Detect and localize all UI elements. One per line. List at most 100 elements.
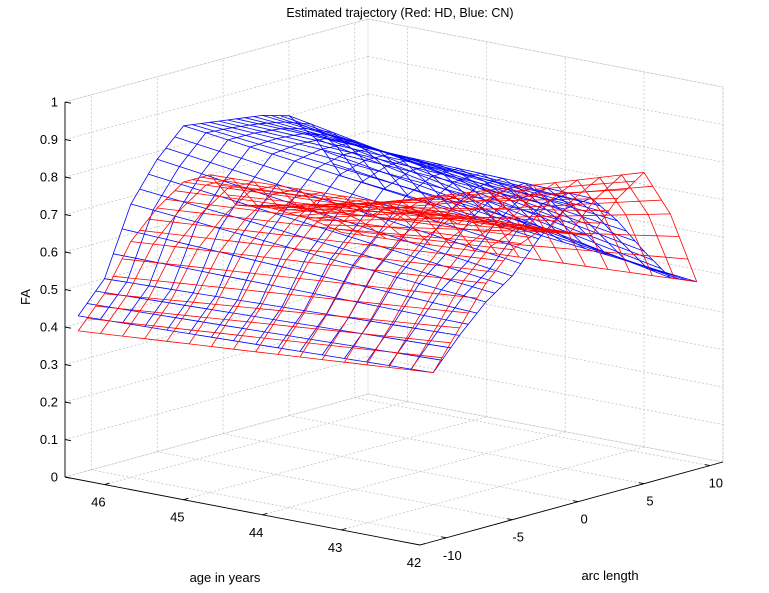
grid-line — [64, 318, 369, 403]
z-tick-label: 0.3 — [40, 357, 58, 372]
z-tick-mark — [64, 289, 72, 292]
surface-mesh-line-hd — [188, 192, 453, 345]
surface-mesh-line-hd — [388, 176, 653, 368]
grid-line — [64, 281, 369, 365]
surface-mesh-line-hd — [233, 194, 498, 350]
arc-tick-label: -5 — [512, 530, 524, 545]
y-axis-label: arc length — [581, 568, 638, 583]
z-tick-mark — [64, 101, 72, 104]
z-axis-label: FA — [18, 289, 33, 305]
z-tick-label: 0.2 — [40, 395, 58, 410]
z-tick-label: 0.1 — [40, 432, 58, 447]
grid-line — [157, 451, 513, 521]
surface-mesh-line-cn — [321, 172, 586, 356]
age-tick-label: 42 — [407, 555, 421, 570]
grid-line — [183, 416, 487, 501]
x-axis-label: age in years — [190, 570, 261, 585]
grid-line — [223, 433, 579, 503]
surface-mesh-line-hd — [122, 181, 387, 337]
z-tick-mark — [64, 364, 72, 367]
surface-mesh-line-hd — [77, 174, 342, 332]
age-tick-mark — [340, 528, 347, 531]
z-tick-label: 0.4 — [40, 320, 58, 335]
age-tick-mark — [419, 543, 426, 546]
z-tick-mark — [64, 326, 72, 329]
grid-line — [367, 243, 724, 313]
age-tick-mark — [104, 482, 110, 486]
grid-line — [64, 356, 369, 440]
arc-tick-mark — [704, 464, 710, 467]
surface-mesh-line-hd — [344, 182, 609, 363]
z-tick-mark — [64, 439, 72, 442]
arc-tick-label: -10 — [443, 548, 462, 563]
z-tick-mark — [64, 251, 72, 254]
z-tick-label: 0.5 — [40, 282, 58, 297]
grid-line — [64, 206, 369, 290]
surface-mesh-line-hd — [210, 195, 476, 347]
arc-tick-mark — [441, 536, 447, 539]
surface-mesh-line-hd — [321, 184, 587, 360]
surface-mesh-line-cn — [144, 133, 409, 327]
grid-line — [64, 131, 369, 215]
arc-tick-mark — [638, 482, 645, 485]
grid-line — [367, 18, 724, 88]
grid-line — [91, 469, 447, 539]
grid-line — [64, 243, 369, 328]
grid-line — [104, 401, 408, 485]
grid-line — [367, 356, 724, 425]
surface-hd — [77, 171, 698, 373]
z-tick-label: 1 — [51, 95, 58, 110]
z-tick-label: 0.8 — [40, 170, 58, 185]
z-tick-mark — [64, 214, 72, 217]
z-tick-mark — [64, 401, 72, 404]
axis-lines — [64, 101, 724, 546]
grid-lines — [64, 18, 724, 546]
surface-mesh-line-cn — [77, 114, 343, 317]
surface-mesh-line-cn — [277, 162, 542, 349]
arc-tick-label: 10 — [709, 476, 723, 491]
grid-line — [64, 93, 369, 178]
grid-line — [367, 393, 724, 463]
z-tick-label: 0.6 — [40, 245, 58, 260]
grid-line — [367, 93, 724, 163]
age-tick-mark — [262, 512, 268, 516]
arc-axis-line — [419, 461, 724, 546]
surface-mesh-line-hd — [255, 192, 520, 353]
surface-mesh-line-hd — [299, 187, 564, 358]
grid-line — [64, 393, 369, 478]
age-axis-line — [64, 476, 421, 546]
surface-mesh-line-hd — [432, 171, 698, 373]
age-tick-label: 44 — [249, 525, 263, 540]
z-tick-mark — [64, 139, 72, 142]
grid-line — [340, 446, 645, 531]
age-tick-label: 45 — [170, 510, 184, 525]
surface-mesh-line-cn — [233, 153, 498, 341]
z-tick-label: 0.7 — [40, 207, 58, 222]
surface-mesh-line-hd — [410, 174, 675, 371]
surface-mesh-line-hd — [166, 188, 431, 342]
age-tick-labels: 46 45 44 43 42 — [91, 495, 421, 570]
z-tick-mark — [64, 476, 72, 479]
surface-mesh-line-hd — [78, 330, 434, 373]
z-tick-mark — [64, 176, 72, 179]
grid-line — [64, 18, 369, 103]
grid-line — [367, 131, 724, 200]
surface-mesh-line-hd — [366, 179, 631, 366]
grid-line — [354, 397, 710, 466]
grid-line — [367, 168, 724, 238]
grid-line — [367, 56, 724, 125]
chart-title: Estimated trajectory (Red: HD, Blue: CN) — [286, 6, 513, 20]
surface-mesh-line-hd — [100, 177, 364, 334]
age-tick-label: 43 — [328, 540, 342, 555]
z-tick-labels: 0 0.1 0.2 0.3 0.4 0.5 0.6 0.7 0.8 0.9 1 — [40, 95, 58, 485]
age-tick-mark — [183, 497, 189, 501]
arc-tick-mark — [507, 518, 513, 521]
z-tick-label: 0.9 — [40, 132, 58, 147]
surface-mesh-line-cn — [188, 143, 453, 334]
arc-tick-mark — [573, 500, 579, 503]
grid-line — [262, 431, 566, 516]
arc-tick-labels: -10 -5 0 5 10 — [443, 476, 723, 563]
age-tick-label: 46 — [91, 495, 105, 510]
surface-mesh-line-cn — [166, 138, 431, 331]
surface-cn — [77, 114, 697, 373]
